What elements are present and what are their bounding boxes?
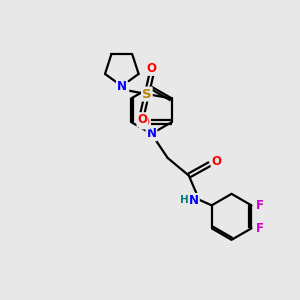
Text: S: S xyxy=(142,88,152,100)
Text: O: O xyxy=(212,155,221,168)
Text: O: O xyxy=(137,113,147,126)
Text: N: N xyxy=(146,127,157,140)
Text: O: O xyxy=(146,62,156,75)
Text: F: F xyxy=(256,222,264,235)
Text: N: N xyxy=(118,83,128,96)
Text: O: O xyxy=(140,116,150,128)
Text: F: F xyxy=(256,199,264,212)
Text: N: N xyxy=(117,80,127,93)
Text: N: N xyxy=(189,194,199,207)
Text: H: H xyxy=(180,195,189,205)
